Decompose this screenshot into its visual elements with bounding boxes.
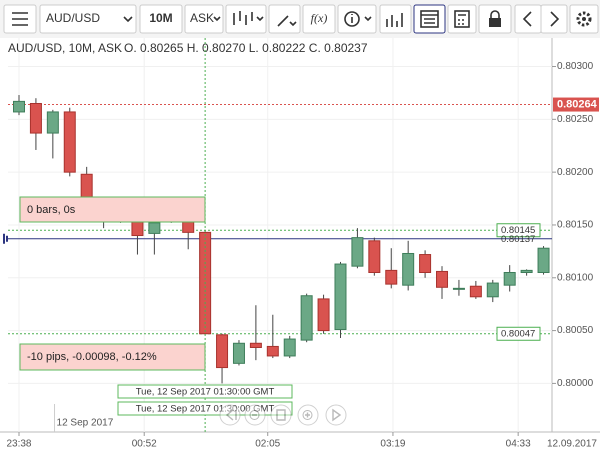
candle-body — [182, 221, 195, 233]
price-axis-label-bg — [553, 97, 599, 112]
candle-body — [419, 254, 432, 273]
candle-body — [503, 271, 516, 286]
price-line-label: 0.80137 — [501, 234, 535, 245]
nav-icon — [276, 409, 286, 421]
lock-button[interactable] — [478, 4, 512, 34]
nav-control[interactable] — [297, 404, 319, 426]
candle-body — [368, 240, 381, 273]
candle-body — [537, 247, 550, 273]
candle-body — [63, 111, 76, 173]
price-line-label: 0.80047 — [501, 328, 535, 339]
day-separator-label: 12 Sep 2017 — [57, 418, 114, 429]
candle-body — [486, 282, 499, 298]
x-end-label: 12.09.2017 — [547, 439, 597, 450]
draw-button[interactable] — [268, 4, 301, 34]
candle-body — [29, 102, 42, 134]
y-tick-label: 0.80050 — [557, 325, 594, 336]
candle-body — [317, 298, 330, 332]
time-label-bg — [117, 384, 293, 399]
indicators-button[interactable]: f(x) — [302, 4, 336, 34]
measure-bars: 0 bars, 0s — [27, 204, 76, 216]
indicators: f(x) — [311, 11, 328, 25]
nav-icon — [332, 408, 342, 422]
nav-control[interactable] — [270, 404, 292, 426]
candle-body — [520, 269, 533, 273]
price-axis-label: 0.80264 — [557, 98, 598, 110]
plot: 0.80000 0.80050 0.80100 0.80150 0.80200 0.802… — [0, 38, 600, 450]
time-label: Tue, 12 Sep 2017 01:30:00 GMT — [136, 404, 275, 415]
candle-body — [148, 222, 161, 234]
next-button[interactable] — [540, 4, 568, 34]
nav-lens — [302, 410, 313, 420]
x-tick-label: 00:52 — [132, 439, 157, 450]
candle-body — [12, 100, 25, 113]
candle-body — [232, 342, 245, 364]
nav-circle — [325, 404, 347, 426]
y-tick-label: 0.80200 — [557, 167, 594, 178]
side-select[interactable]: ASK — [184, 4, 224, 34]
nav-lens — [249, 410, 260, 420]
toolbar: AUD/USD 10M ASK f(x) — [0, 0, 600, 38]
candle-body — [266, 345, 279, 357]
x-tick-label: 03:19 — [380, 439, 405, 450]
volume-button[interactable] — [379, 4, 412, 34]
candle-body — [131, 221, 144, 237]
candle-body — [249, 342, 262, 348]
x-tick-label: 04:33 — [506, 439, 531, 450]
candle-body — [300, 295, 313, 341]
time-label-bg — [117, 401, 293, 416]
nav-circle — [219, 404, 241, 426]
info-button[interactable] — [337, 4, 377, 34]
candle-body — [436, 270, 449, 288]
nav-circle — [270, 404, 292, 426]
price-line-label: 0.80145 — [501, 225, 535, 236]
y-tick-label: 0.80300 — [557, 61, 594, 72]
calendar-button[interactable] — [413, 4, 446, 34]
price-line-label-bg — [496, 223, 541, 238]
time-label: Tue, 12 Sep 2017 01:30:00 GMT — [136, 387, 275, 398]
instrument-select[interactable]: AUD/USD — [39, 4, 137, 34]
candle-body — [385, 269, 398, 285]
candle-body — [216, 334, 229, 369]
settings-button[interactable] — [569, 4, 599, 34]
nav-icon — [225, 409, 237, 421]
candle-body — [46, 111, 59, 134]
measure-pips: -10 pips, -0.00098, -0.12% — [27, 351, 157, 363]
y-tick-label: 0.80100 — [557, 272, 594, 283]
nav-control[interactable] — [244, 404, 266, 426]
prev-button[interactable] — [514, 4, 542, 34]
period: 10M — [149, 11, 172, 25]
calculator-button[interactable] — [447, 4, 477, 34]
chart-title: AUD/USD, 10M, ASK — [8, 41, 122, 55]
candle-body — [351, 237, 364, 267]
candle-body — [334, 263, 347, 331]
measure-box — [19, 343, 206, 371]
y-tick-label: 0.80150 — [557, 220, 594, 231]
ohlc-readout: O. 0.80265 H. 0.80270 L. 0.80222 C. 0.80… — [124, 41, 368, 55]
chart-type-button[interactable] — [225, 4, 267, 34]
nav-control[interactable] — [325, 404, 347, 426]
x-tick-label: 23:38 — [6, 439, 31, 450]
candle-body — [402, 252, 415, 286]
price-line-handle — [3, 233, 8, 244]
side: ASK — [190, 11, 214, 25]
nav-circle — [297, 404, 319, 426]
candle-body — [452, 287, 465, 290]
price-line-label-bg — [496, 326, 541, 341]
instrument: AUD/USD — [46, 11, 100, 25]
y-tick-label: 0.80000 — [557, 378, 594, 389]
x-tick-label: 02:05 — [255, 439, 280, 450]
nav-control[interactable] — [219, 404, 241, 426]
candle-body — [469, 285, 482, 298]
nav-circle — [244, 404, 266, 426]
candle-body — [283, 338, 296, 357]
y-tick-label: 0.80250 — [557, 114, 594, 125]
period-button[interactable]: 10M — [139, 4, 183, 34]
nav-icon — [305, 412, 310, 418]
menu-button[interactable] — [3, 4, 37, 34]
measure-box — [19, 196, 206, 223]
